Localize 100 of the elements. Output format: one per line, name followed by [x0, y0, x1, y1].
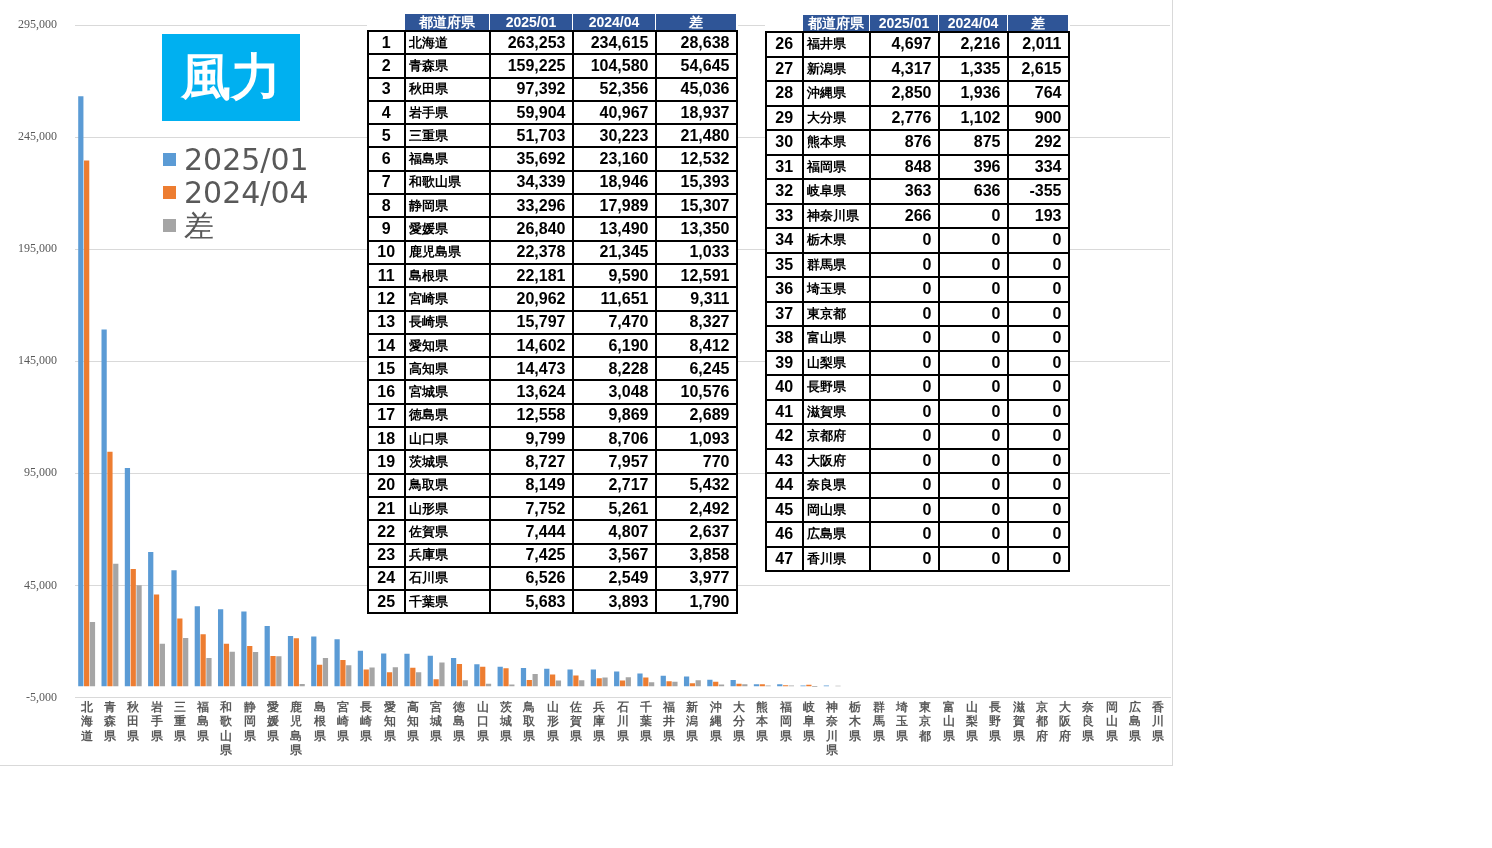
y2-tick-label: 三重県: [404, 124, 490, 148]
y-tick-label: 22: [368, 520, 405, 544]
data-label: 0: [1007, 277, 1069, 302]
x-tick-label: 福井県: [662, 699, 677, 743]
data-label: 33,296: [489, 194, 573, 218]
y-tick-label: 95,000: [24, 465, 57, 480]
data-label: 1,790: [655, 590, 737, 614]
x-tick-label: 大分県: [731, 699, 746, 743]
data-label: 45,036: [655, 77, 737, 101]
data-label: 52,356: [572, 77, 656, 101]
bar: [124, 467, 131, 687]
x-tick-label: 栃木県: [848, 699, 863, 743]
y-tick-label: 3: [368, 77, 405, 101]
data-label: 12,591: [655, 263, 737, 288]
bar: [480, 666, 486, 687]
x-tick-label: 熊本県: [755, 699, 770, 743]
y-tick-label: 7: [368, 170, 405, 195]
y2-tick-label: 大分県: [802, 105, 870, 130]
bar: [503, 668, 509, 687]
y-tick-label: 14: [368, 333, 405, 358]
data-label: 1,335: [938, 56, 1008, 81]
data-label: 334: [1007, 154, 1069, 179]
x-tick-label: 青森県: [102, 699, 117, 743]
data-label: 14,602: [489, 333, 573, 358]
bar: [340, 660, 346, 687]
data-label: 4,807: [572, 520, 656, 544]
data-label: 22,181: [489, 263, 573, 288]
bar: [596, 678, 602, 687]
bar: [707, 679, 713, 687]
y2-tick-label: 愛知県: [404, 333, 490, 358]
data-label: 0: [869, 350, 939, 375]
data-label: 7,957: [572, 450, 656, 474]
data-label: 9,311: [655, 287, 737, 311]
x-tick-label: 岐阜県: [801, 699, 816, 743]
data-label: 0: [938, 497, 1008, 522]
y2-tick-label: 兵庫県: [404, 543, 490, 567]
bar: [666, 681, 672, 687]
y-tick-label: 44: [766, 473, 803, 498]
x-tick-label: 差: [655, 13, 737, 31]
data-label: 0: [1007, 301, 1069, 326]
y-tick-label: 12: [368, 287, 405, 311]
x-tick-label: 埼玉県: [895, 699, 910, 743]
data-label: 875: [938, 130, 1008, 155]
bar: [223, 643, 230, 687]
data-label: 104,580: [572, 54, 656, 78]
bar: [247, 645, 253, 687]
bar: [602, 677, 608, 687]
y2-tick-label: 岐阜県: [802, 179, 870, 204]
data-label: 0: [938, 522, 1008, 547]
x-tick-label: 滋賀県: [1011, 699, 1026, 743]
x-tick-label: 和歌山県: [219, 699, 234, 757]
x-tick-label: 岩手県: [149, 699, 164, 743]
bar: [171, 570, 177, 687]
data-label: 0: [869, 448, 939, 473]
bar: [200, 634, 206, 687]
legend-label: 2025/01: [184, 142, 309, 177]
data-label: 9,590: [572, 263, 656, 288]
data-label: 0: [1007, 522, 1069, 547]
y-tick-label: 29: [766, 105, 803, 130]
bar: [649, 682, 655, 687]
y2-tick-label: 広島県: [802, 522, 870, 547]
data-label: 0: [938, 228, 1008, 253]
data-label: 3,567: [572, 543, 656, 567]
data-label: 13,350: [655, 217, 737, 241]
data-label: 0: [869, 301, 939, 326]
x-tick-label: 山口県: [475, 699, 490, 743]
y-tick-label: 145,000: [18, 353, 57, 368]
y2-tick-label: 島根県: [404, 263, 490, 288]
data-label: 0: [1007, 350, 1069, 375]
y-tick-label: 17: [368, 403, 405, 428]
y2-tick-label: 千葉県: [404, 590, 490, 614]
bar: [194, 606, 200, 687]
x-tick-label: 秋田県: [126, 699, 141, 743]
data-label: 2,850: [869, 81, 939, 106]
bar: [293, 638, 299, 687]
data-label: 3,048: [572, 380, 656, 404]
bar: [241, 611, 247, 687]
x-tick-label: 鹿児島県: [289, 699, 304, 757]
data-label: 7,470: [572, 310, 656, 334]
data-label: 10,576: [655, 380, 737, 404]
data-label: 6,245: [655, 357, 737, 381]
data-label: 11,651: [572, 287, 656, 311]
bar: [136, 585, 142, 687]
y-tick-label: 25: [368, 590, 405, 614]
y2-tick-label: 青森県: [404, 54, 490, 78]
x-tick-label: 佐賀県: [568, 699, 583, 743]
data-label: 0: [1007, 448, 1069, 473]
y-tick-label: 39: [766, 350, 803, 375]
data-label: 0: [938, 448, 1008, 473]
data-label: 0: [869, 424, 939, 449]
y-tick-label: 40: [766, 375, 803, 400]
bar: [672, 681, 678, 687]
data-label: 28,638: [655, 31, 737, 55]
y2-tick-label: 秋田県: [404, 77, 490, 101]
y-tick-label: 33: [766, 203, 803, 228]
bar: [439, 662, 445, 687]
x-tick-label: 差: [1007, 14, 1069, 32]
y-tick-label: 42: [766, 424, 803, 449]
data-label: 0: [938, 424, 1008, 449]
y-tick-label: 37: [766, 301, 803, 326]
